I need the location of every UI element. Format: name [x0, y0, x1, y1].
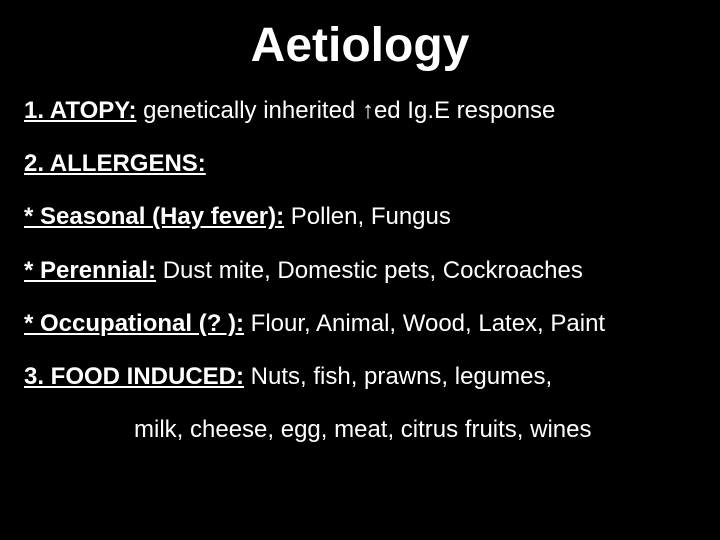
slide-title: Aetiology: [24, 18, 696, 73]
line-food-b: milk, cheese, egg, meat, citrus fruits, …: [24, 414, 696, 445]
perennial-label: * Perennial:: [24, 257, 156, 284]
line-perennial: * Perennial: Dust mite, Domestic pets, C…: [24, 255, 696, 286]
food-text-b: milk, cheese, egg, meat, citrus fruits, …: [134, 416, 592, 443]
occupational-text: Flour, Animal, Wood, Latex, Paint: [244, 310, 605, 337]
seasonal-label: * Seasonal (Hay fever):: [24, 203, 284, 230]
allergens-label: 2. ALLERGENS:: [24, 150, 206, 177]
perennial-text: Dust mite, Domestic pets, Cockroaches: [156, 257, 583, 284]
up-arrow-icon: ↑: [362, 95, 374, 126]
food-label: 3. FOOD INDUCED:: [24, 363, 244, 390]
occupational-label: * Occupational (? ):: [24, 310, 244, 337]
line-occupational: * Occupational (? ): Flour, Animal, Wood…: [24, 308, 696, 339]
atopy-text-b: ed Ig.E response: [374, 97, 555, 124]
line-food-a: 3. FOOD INDUCED: Nuts, fish, prawns, leg…: [24, 361, 696, 392]
line-allergens: 2. ALLERGENS:: [24, 148, 696, 179]
seasonal-text: Pollen, Fungus: [284, 203, 451, 230]
atopy-text-a: genetically inherited: [136, 97, 361, 124]
slide-container: Aetiology 1. ATOPY: genetically inherite…: [0, 0, 720, 540]
food-text-a: Nuts, fish, prawns, legumes,: [244, 363, 552, 390]
line-seasonal: * Seasonal (Hay fever): Pollen, Fungus: [24, 201, 696, 232]
atopy-label: 1. ATOPY:: [24, 97, 136, 124]
line-atopy: 1. ATOPY: genetically inherited ↑ed Ig.E…: [24, 95, 696, 126]
